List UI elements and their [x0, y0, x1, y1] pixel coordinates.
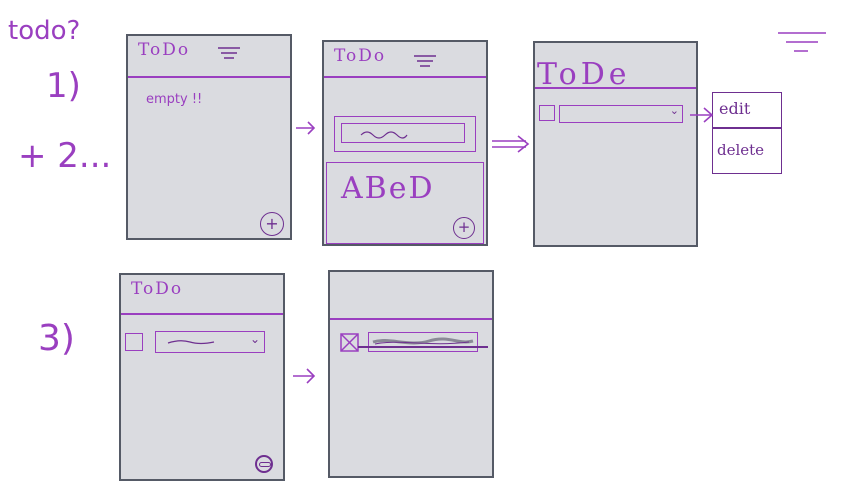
keyboard-letters: ABeD: [341, 171, 435, 206]
step-2-label: + 2...: [18, 136, 112, 176]
strike-line: [358, 346, 488, 348]
app-title: ToDo: [138, 40, 191, 60]
hamburger-icon[interactable]: [218, 46, 242, 62]
plus-icon: +: [265, 214, 279, 233]
app-title: ToDe: [537, 57, 631, 92]
app-title: ToDo: [334, 46, 387, 66]
arrow-right-icon: [690, 107, 714, 123]
chevron-down-icon[interactable]: ⌄: [669, 104, 679, 117]
screen-2-add: ToDo ABeD +: [322, 40, 488, 246]
checkbox-icon[interactable]: [125, 333, 143, 351]
todo-item-field[interactable]: ⌄: [559, 104, 683, 123]
step-3-label: 3): [38, 318, 75, 359]
arrow-right-icon: [293, 368, 316, 384]
header-divider: [128, 76, 290, 78]
screen-3-item: ToDe ⌄: [533, 41, 698, 247]
checked-checkbox-icon[interactable]: [340, 333, 360, 353]
screen-1-empty: ToDo empty !! +: [126, 34, 292, 240]
add-button[interactable]: +: [260, 212, 284, 236]
todo-item-field[interactable]: ⌄: [155, 331, 265, 353]
completed-item-field[interactable]: [368, 332, 478, 352]
header-divider: [330, 318, 492, 320]
header-divider: [121, 313, 283, 315]
app-title: ToDo: [131, 279, 184, 299]
input-scribble: [360, 131, 408, 139]
header-divider: [324, 76, 486, 78]
arrow-right-icon: [296, 121, 316, 135]
bottom-sheet: ABeD +: [326, 162, 484, 244]
item-scribble: [167, 340, 215, 345]
text-input[interactable]: [334, 116, 476, 152]
add-button[interactable]: +: [453, 217, 475, 239]
screen-4-item: ToDo ⌄: [119, 273, 285, 481]
chevron-down-icon[interactable]: ⌄: [249, 332, 260, 346]
plus-icon: [259, 462, 271, 467]
context-menu: edit delete: [712, 92, 782, 174]
todo-question-label: todo?: [8, 16, 81, 46]
edit-option[interactable]: edit: [719, 99, 751, 118]
screen-5-completed: [328, 270, 494, 478]
empty-state-text: empty !!: [146, 92, 203, 107]
plus-icon: +: [457, 218, 471, 236]
hamburger-icon[interactable]: [414, 54, 438, 70]
delete-option[interactable]: delete: [717, 141, 765, 159]
step-1-label: 1): [46, 66, 81, 106]
header-divider: [535, 87, 696, 89]
filter-icon: [778, 32, 826, 52]
checkbox-icon[interactable]: [539, 105, 555, 121]
arrow-right-icon: [492, 135, 530, 153]
add-button[interactable]: [255, 455, 273, 473]
strikethrough-scribble: [372, 337, 474, 345]
menu-divider: [713, 127, 781, 129]
